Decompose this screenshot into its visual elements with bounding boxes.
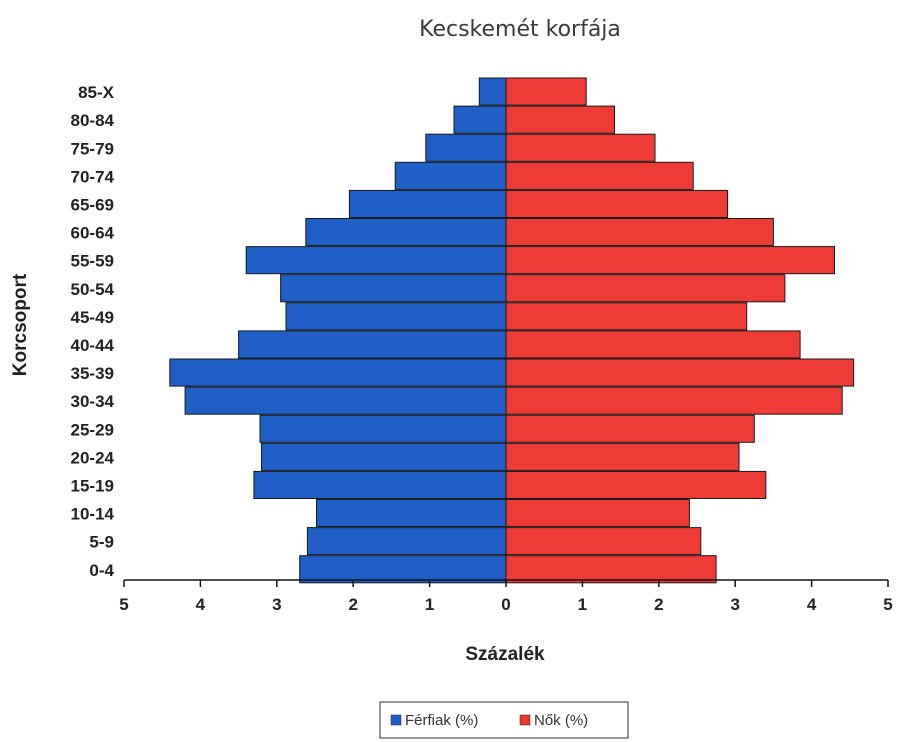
x-tick-label: 2 <box>348 595 357 614</box>
category-label-35-39: 35-39 <box>71 364 114 383</box>
category-label-25-29: 25-29 <box>71 420 114 439</box>
category-label-15-19: 15-19 <box>71 477 114 496</box>
category-label-5-9: 5-9 <box>89 533 114 552</box>
bar-men-20-24 <box>261 442 507 471</box>
bar-men-50-54 <box>280 274 507 303</box>
bar-women-85-X <box>505 77 587 106</box>
legend-label-men: Férfiak (%) <box>405 712 478 729</box>
bar-women-15-19 <box>505 470 767 499</box>
bar-men-35-39 <box>169 358 507 387</box>
category-label-40-44: 40-44 <box>71 336 115 355</box>
x-tick-label: 1 <box>425 595 434 614</box>
chart-title: Kecskemét korfája <box>419 17 621 42</box>
x-tick-label: 3 <box>730 595 739 614</box>
legend: Férfiak (%) Nők (%) <box>379 701 629 739</box>
category-label-75-79: 75-79 <box>71 139 114 158</box>
bar-women-0-4 <box>505 555 717 584</box>
x-axis: 5 4 3 2 1 0 1 2 3 4 5 <box>119 579 893 614</box>
bar-women-5-9 <box>505 527 702 556</box>
bar-women-30-34 <box>505 386 843 415</box>
x-tick-label: 1 <box>578 595 587 614</box>
y-axis-title: Korcsoport <box>10 273 31 376</box>
category-labels: 85-X 80-84 75-79 70-74 65-69 60-64 55-59 50-54 4… <box>71 83 115 580</box>
bar-men-5-9 <box>306 527 507 556</box>
bar-women-25-29 <box>505 414 755 443</box>
x-tick-label: 4 <box>196 595 206 614</box>
x-axis-title: Százalék <box>465 644 545 665</box>
bar-women-45-49 <box>505 302 748 331</box>
bar-men-55-59 <box>245 246 507 275</box>
bar-women-70-74 <box>505 161 694 190</box>
x-tick-label: 0 <box>501 595 510 614</box>
bar-women-60-64 <box>505 218 774 247</box>
bar-women-55-59 <box>505 246 835 275</box>
bar-men-45-49 <box>285 302 507 331</box>
category-label-45-49: 45-49 <box>71 308 114 327</box>
category-label-30-34: 30-34 <box>71 392 115 411</box>
category-label-10-14: 10-14 <box>71 505 115 524</box>
bar-men-85-X <box>478 77 507 106</box>
category-label-80-84: 80-84 <box>71 111 115 130</box>
legend-label-women: Nők (%) <box>534 712 588 729</box>
bar-women-10-14 <box>505 499 690 528</box>
bar-men-65-69 <box>348 189 507 218</box>
bar-men-70-74 <box>394 161 507 190</box>
category-label-70-74: 70-74 <box>71 167 115 186</box>
bar-men-30-34 <box>184 386 507 415</box>
legend-swatch-men <box>390 714 402 726</box>
category-label-50-54: 50-54 <box>71 280 115 299</box>
x-tick-label: 3 <box>272 595 281 614</box>
bar-women-20-24 <box>505 442 740 471</box>
x-tick-label: 5 <box>119 595 128 614</box>
bar-men-15-19 <box>253 470 507 499</box>
bar-men-80-84 <box>453 105 507 134</box>
bar-men-60-64 <box>305 218 507 247</box>
category-label-55-59: 55-59 <box>71 252 114 271</box>
category-label-0-4: 0-4 <box>89 561 114 580</box>
category-label-65-69: 65-69 <box>71 196 114 215</box>
bar-women-35-39 <box>505 358 855 387</box>
bars-group <box>169 77 855 584</box>
bar-men-10-14 <box>316 499 507 528</box>
legend-box <box>379 701 629 739</box>
bar-women-65-69 <box>505 189 729 218</box>
bar-men-40-44 <box>238 330 507 359</box>
category-label-60-64: 60-64 <box>71 224 115 243</box>
bar-women-75-79 <box>505 133 656 162</box>
x-tick-label: 2 <box>654 595 663 614</box>
bar-women-40-44 <box>505 330 801 359</box>
bar-women-80-84 <box>505 105 615 134</box>
legend-swatch-women <box>519 714 531 726</box>
x-tick-label: 4 <box>807 595 817 614</box>
category-label-20-24: 20-24 <box>71 448 115 467</box>
x-tick-label: 5 <box>883 595 892 614</box>
category-label-85-X: 85-X <box>78 83 115 102</box>
bar-men-75-79 <box>425 133 507 162</box>
bar-men-25-29 <box>259 414 507 443</box>
bar-men-0-4 <box>299 555 507 584</box>
bar-women-50-54 <box>505 274 786 303</box>
